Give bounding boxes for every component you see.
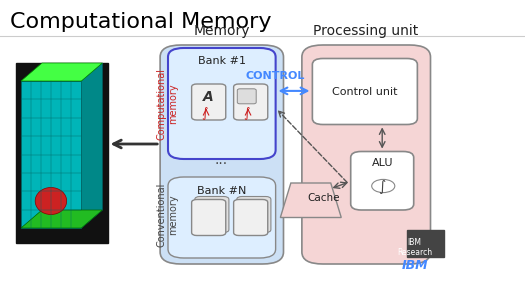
Text: Control unit: Control unit bbox=[332, 86, 397, 97]
Text: Memory: Memory bbox=[193, 23, 250, 38]
Text: Computational Memory: Computational Memory bbox=[10, 12, 272, 32]
Text: Cache: Cache bbox=[308, 193, 340, 203]
FancyBboxPatch shape bbox=[195, 196, 229, 232]
Text: CONTROL: CONTROL bbox=[246, 71, 306, 81]
Text: ∫: ∫ bbox=[243, 107, 250, 120]
FancyBboxPatch shape bbox=[237, 89, 256, 104]
Text: ∫: ∫ bbox=[379, 181, 386, 194]
FancyBboxPatch shape bbox=[234, 84, 268, 120]
Text: ∫: ∫ bbox=[201, 107, 208, 120]
Text: A: A bbox=[203, 90, 214, 104]
Polygon shape bbox=[21, 63, 102, 81]
FancyBboxPatch shape bbox=[168, 177, 276, 258]
FancyBboxPatch shape bbox=[192, 200, 226, 236]
FancyBboxPatch shape bbox=[234, 200, 268, 236]
FancyBboxPatch shape bbox=[312, 58, 417, 124]
Text: Processing unit: Processing unit bbox=[313, 23, 418, 38]
Text: Computational
memory: Computational memory bbox=[156, 68, 178, 140]
Ellipse shape bbox=[35, 188, 67, 214]
FancyBboxPatch shape bbox=[192, 84, 226, 120]
Text: ...: ... bbox=[215, 154, 228, 167]
Polygon shape bbox=[81, 63, 102, 228]
Polygon shape bbox=[280, 183, 341, 218]
Text: Bank #1: Bank #1 bbox=[197, 56, 246, 67]
Text: ALU: ALU bbox=[372, 158, 393, 169]
Bar bbox=[407, 230, 444, 256]
Polygon shape bbox=[21, 210, 102, 228]
Text: IBM
Research: IBM Research bbox=[397, 238, 432, 257]
FancyBboxPatch shape bbox=[168, 48, 276, 159]
FancyBboxPatch shape bbox=[160, 45, 284, 264]
Text: IBM: IBM bbox=[402, 259, 428, 272]
Polygon shape bbox=[21, 81, 81, 228]
FancyBboxPatch shape bbox=[302, 45, 430, 264]
FancyBboxPatch shape bbox=[237, 196, 271, 232]
Text: Bank #N: Bank #N bbox=[197, 185, 246, 196]
FancyBboxPatch shape bbox=[351, 152, 414, 210]
Text: Conventional
memory: Conventional memory bbox=[156, 182, 178, 247]
Bar bbox=[16, 63, 108, 243]
